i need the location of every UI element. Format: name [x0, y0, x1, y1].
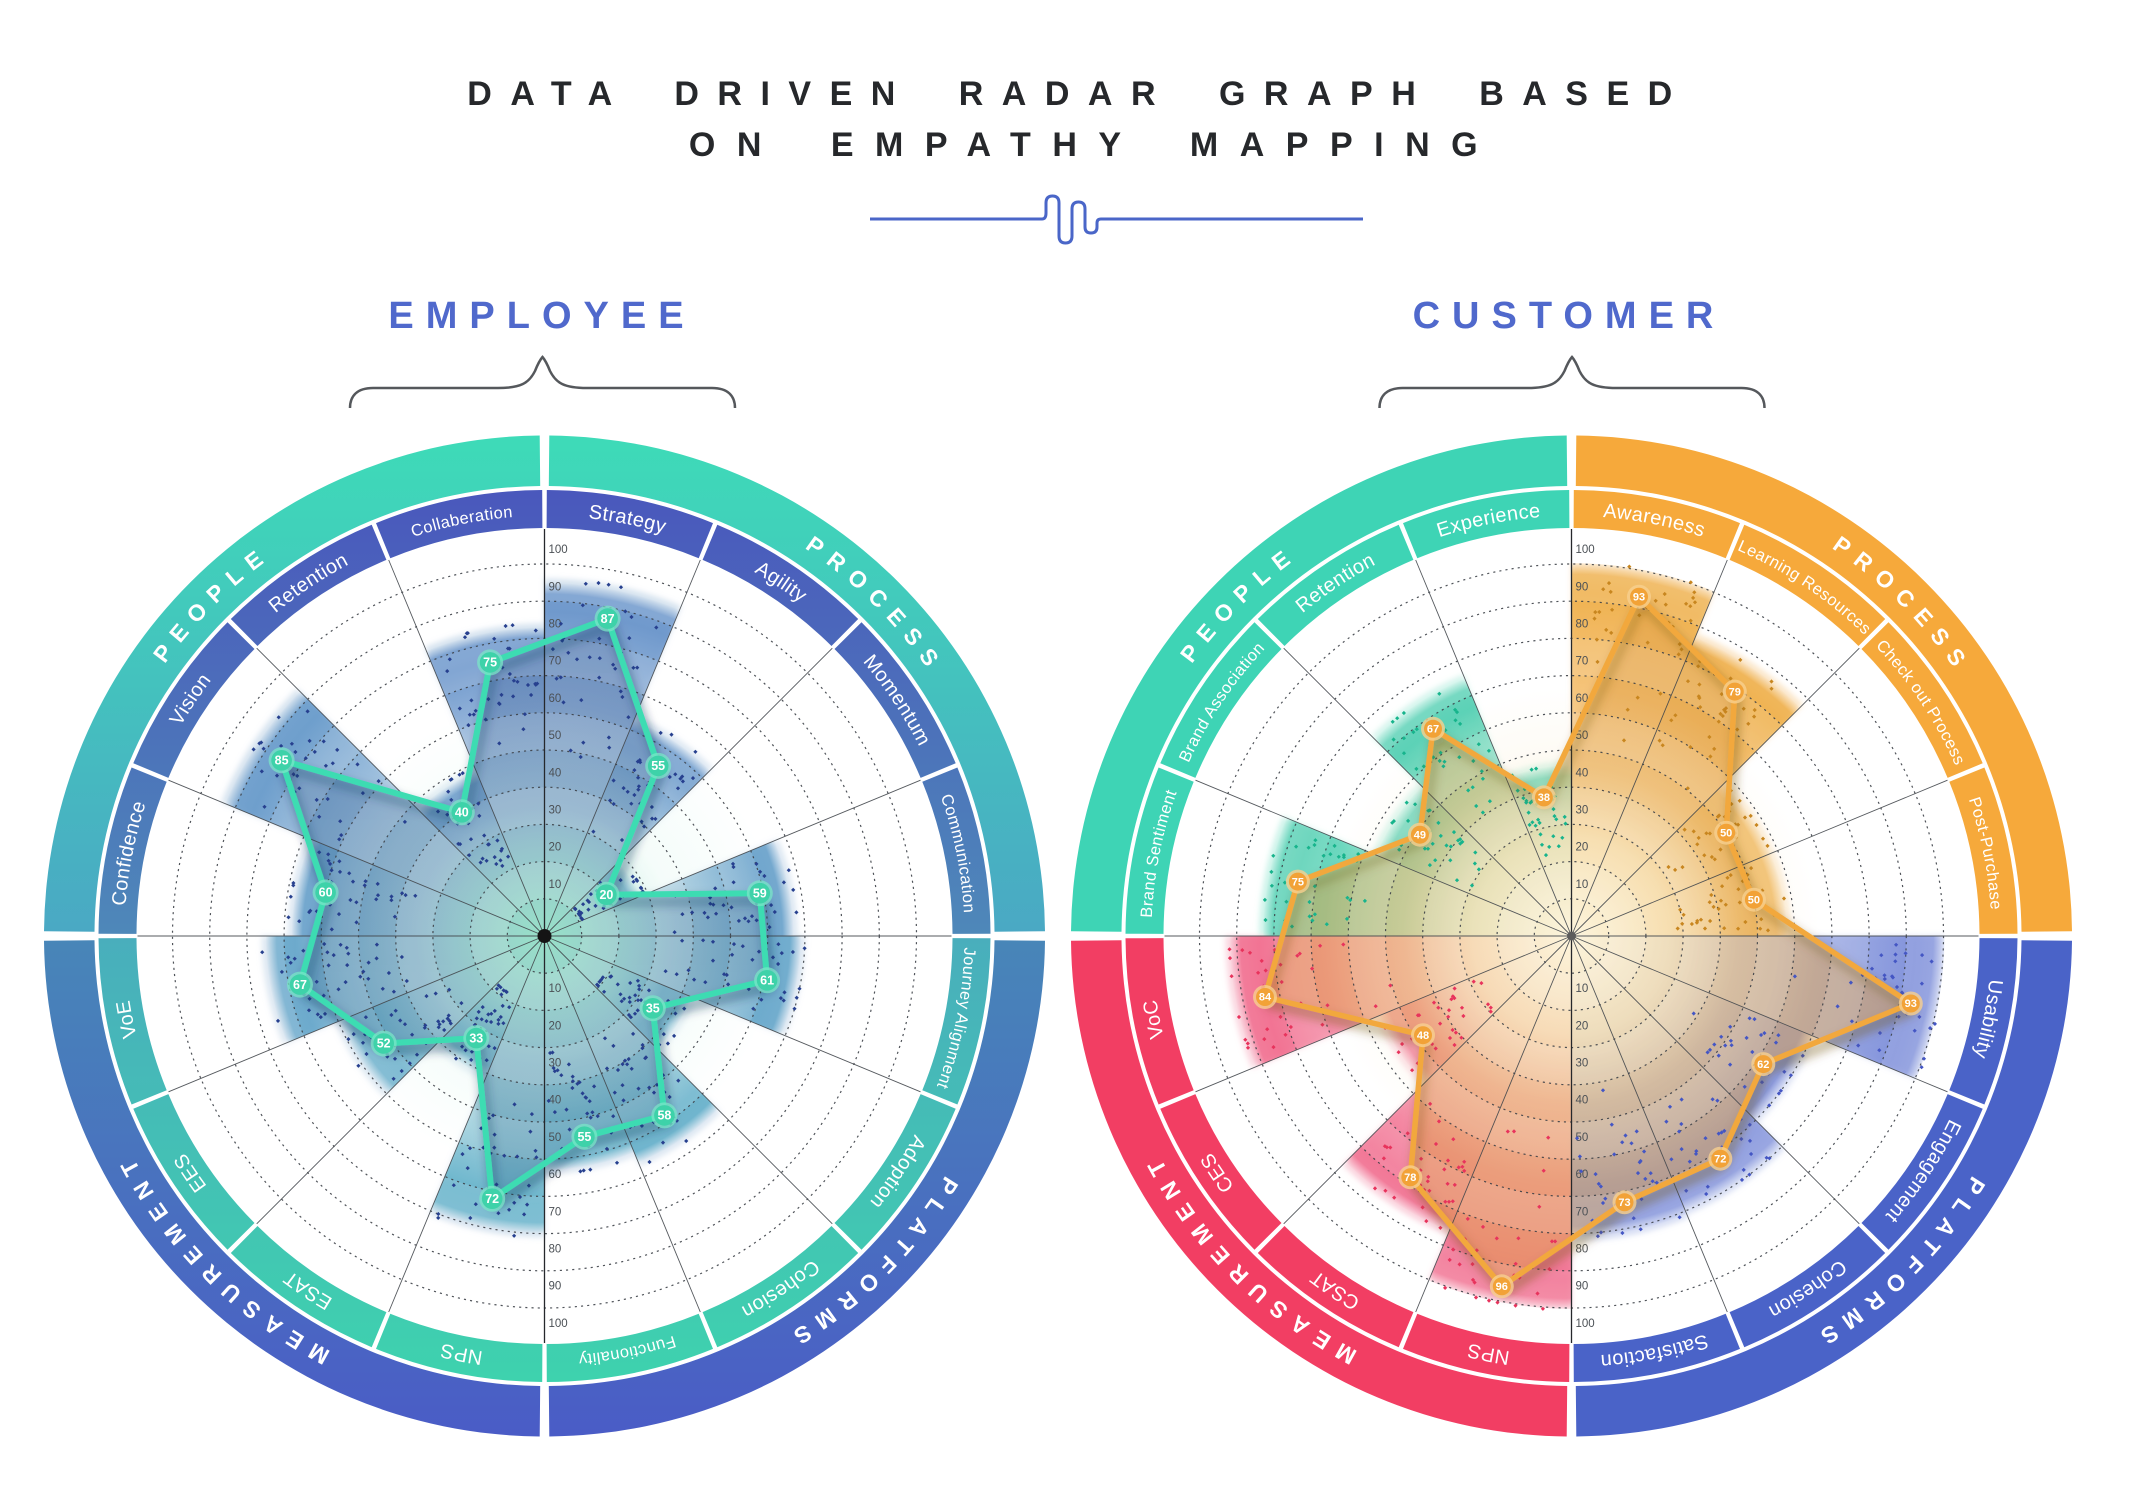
svg-text:52: 52: [377, 1037, 391, 1051]
svg-text:35: 35: [646, 1002, 660, 1016]
svg-text:55: 55: [577, 1130, 591, 1144]
svg-text:20: 20: [599, 888, 613, 902]
svg-text:30: 30: [1576, 1058, 1589, 1070]
svg-text:30: 30: [1576, 805, 1589, 817]
svg-text:100: 100: [549, 544, 568, 556]
svg-text:93: 93: [1633, 591, 1645, 603]
svg-text:50: 50: [1576, 1132, 1589, 1144]
svg-text:85: 85: [275, 754, 289, 768]
svg-text:60: 60: [1576, 1169, 1589, 1181]
svg-text:70: 70: [1576, 1206, 1589, 1218]
svg-text:55: 55: [651, 759, 665, 773]
svg-text:50: 50: [1576, 730, 1589, 742]
svg-text:67: 67: [293, 978, 307, 992]
svg-text:10: 10: [1576, 879, 1589, 891]
svg-text:96: 96: [1496, 1281, 1508, 1293]
svg-text:60: 60: [549, 1169, 562, 1181]
svg-text:80: 80: [549, 619, 562, 631]
svg-text:40: 40: [549, 1095, 562, 1107]
svg-text:40: 40: [549, 767, 562, 779]
svg-text:87: 87: [601, 612, 615, 626]
svg-text:49: 49: [1414, 830, 1426, 842]
svg-text:48: 48: [1417, 1030, 1429, 1042]
svg-text:90: 90: [1576, 581, 1589, 593]
svg-text:50: 50: [549, 1132, 562, 1144]
svg-text:79: 79: [1729, 686, 1741, 698]
svg-text:58: 58: [657, 1109, 671, 1123]
svg-text:80: 80: [549, 1244, 562, 1256]
svg-text:90: 90: [549, 581, 562, 593]
svg-text:59: 59: [753, 886, 767, 900]
svg-text:20: 20: [549, 1020, 562, 1032]
svg-text:70: 70: [549, 656, 562, 668]
svg-text:75: 75: [1292, 876, 1304, 888]
svg-text:100: 100: [1576, 1318, 1595, 1330]
svg-text:20: 20: [1576, 1020, 1589, 1032]
svg-text:62: 62: [1757, 1059, 1769, 1071]
svg-text:70: 70: [549, 1206, 562, 1218]
svg-text:73: 73: [1618, 1197, 1630, 1209]
svg-text:72: 72: [485, 1192, 499, 1206]
svg-text:90: 90: [1576, 1281, 1589, 1293]
svg-text:ON EMPATHY MAPPING: ON EMPATHY MAPPING: [689, 126, 1499, 164]
svg-text:60: 60: [1576, 693, 1589, 705]
svg-text:10: 10: [549, 879, 562, 891]
svg-text:60: 60: [319, 886, 333, 900]
svg-text:67: 67: [1427, 724, 1439, 736]
svg-text:20: 20: [549, 842, 562, 854]
svg-text:50: 50: [1748, 895, 1760, 907]
svg-text:60: 60: [549, 693, 562, 705]
svg-text:100: 100: [1576, 544, 1595, 556]
svg-text:50: 50: [1720, 827, 1732, 839]
svg-text:40: 40: [1576, 767, 1589, 779]
svg-text:50: 50: [549, 730, 562, 742]
svg-text:10: 10: [549, 983, 562, 995]
svg-text:30: 30: [549, 1058, 562, 1070]
svg-text:78: 78: [1404, 1172, 1416, 1184]
svg-text:61: 61: [760, 974, 774, 988]
svg-text:84: 84: [1259, 992, 1272, 1004]
svg-text:EMPLOYEE: EMPLOYEE: [388, 295, 695, 337]
svg-text:33: 33: [469, 1031, 483, 1045]
svg-text:10: 10: [1576, 983, 1589, 995]
svg-text:72: 72: [1714, 1153, 1726, 1165]
svg-text:CUSTOMER: CUSTOMER: [1413, 295, 1726, 337]
svg-text:70: 70: [1576, 656, 1589, 668]
svg-text:100: 100: [549, 1318, 568, 1330]
svg-text:90: 90: [549, 1281, 562, 1293]
svg-text:DATA DRIVEN RADAR GRAPH BASED: DATA DRIVEN RADAR GRAPH BASED: [467, 75, 1690, 113]
svg-text:38: 38: [1538, 792, 1550, 804]
svg-text:80: 80: [1576, 1244, 1589, 1256]
svg-text:30: 30: [549, 805, 562, 817]
svg-text:20: 20: [1576, 842, 1589, 854]
svg-text:40: 40: [455, 806, 469, 820]
svg-text:75: 75: [483, 656, 497, 670]
svg-text:93: 93: [1905, 998, 1917, 1010]
svg-text:40: 40: [1576, 1095, 1589, 1107]
svg-text:80: 80: [1576, 619, 1589, 631]
